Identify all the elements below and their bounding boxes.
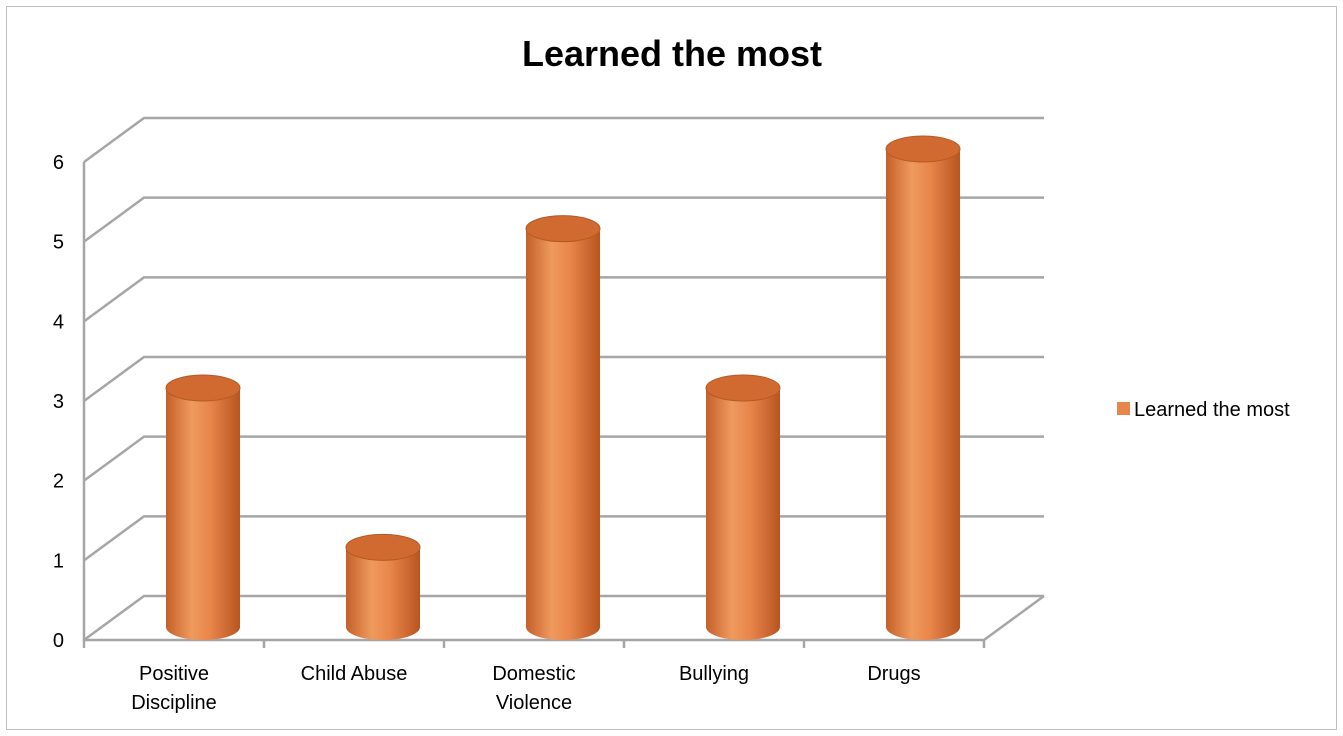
y-tick-label: 3 (53, 391, 64, 413)
bar (525, 215, 601, 640)
y-axis-tick-labels: 0 1 2 3 4 5 6 (53, 152, 64, 652)
x-tick-label: Domestic Violence (492, 663, 575, 714)
y-tick-label: 1 (53, 550, 64, 572)
x-axis-tick-labels: Positive Discipline Child Abuse Domestic Vio… (131, 663, 920, 714)
y-tick-label: 0 (53, 630, 64, 652)
y-tick-label: 6 (53, 152, 64, 174)
gridline (83, 355, 1044, 403)
legend: Learned the most (1117, 399, 1290, 421)
bar-top (705, 374, 781, 402)
bar-top (345, 533, 421, 561)
bar (345, 533, 421, 640)
x-tick-label: Child Abuse (301, 663, 408, 685)
gridline (83, 116, 1044, 164)
bar-top (525, 215, 601, 243)
bar-body (886, 149, 960, 640)
bar-top (165, 374, 241, 402)
y-tick-label: 4 (53, 311, 64, 333)
gridline (83, 276, 1044, 323)
y-tick-label: 2 (53, 471, 64, 493)
chart-title: Learned the most (522, 33, 822, 74)
legend-swatch (1117, 402, 1130, 415)
gridline (83, 196, 1044, 243)
x-tick-label: Positive Discipline (131, 663, 217, 714)
x-tick-label: Bullying (679, 663, 749, 685)
bar (705, 374, 781, 640)
bar-body (346, 547, 420, 640)
bar-body (166, 388, 240, 640)
bar-body (526, 228, 600, 640)
bar (165, 374, 241, 640)
bar (885, 135, 961, 640)
bar-body (706, 388, 780, 640)
gridlines (83, 116, 1044, 642)
x-tick-label: Drugs (867, 663, 920, 685)
x-axis (82, 640, 986, 648)
bar-top (885, 135, 961, 163)
legend-label: Learned the most (1134, 399, 1290, 421)
bar-series (165, 135, 961, 640)
y-tick-label: 5 (53, 232, 64, 254)
